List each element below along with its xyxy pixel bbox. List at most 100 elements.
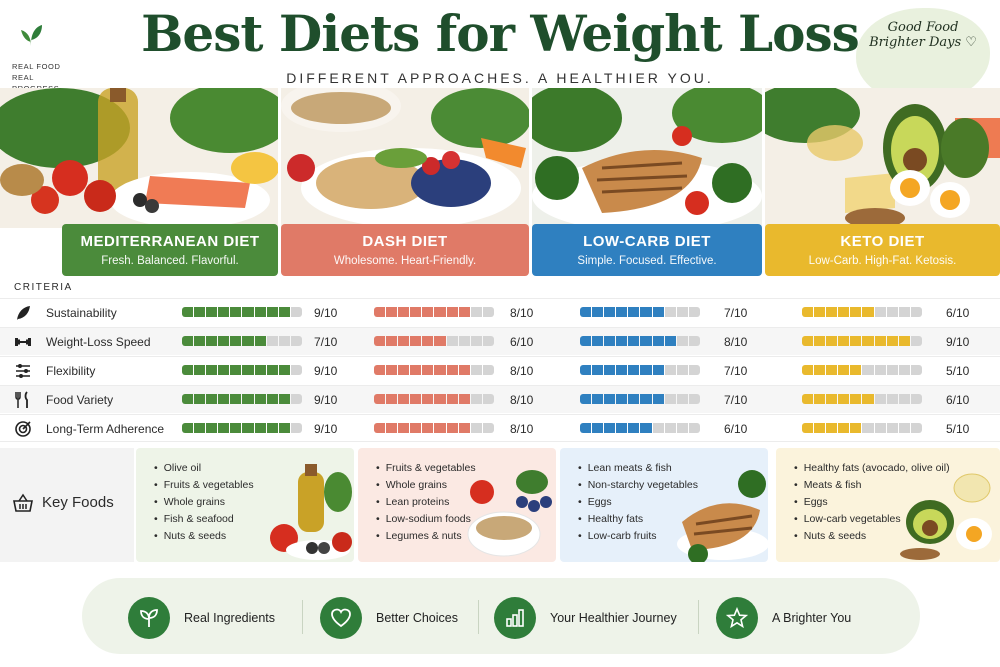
dash-food-image xyxy=(281,88,529,228)
bar-segment xyxy=(218,423,230,433)
key-food-item: Nuts & seeds xyxy=(154,528,254,545)
bar-segment xyxy=(242,307,254,317)
target-icon xyxy=(15,421,31,437)
bar-segment xyxy=(814,365,826,375)
bar-segment xyxy=(398,394,410,404)
bar-segment xyxy=(664,423,676,433)
bar-segment xyxy=(242,423,254,433)
bar-segment xyxy=(230,336,242,346)
bar-segment xyxy=(254,423,266,433)
bar-segment xyxy=(194,336,206,346)
olive-oil-image xyxy=(270,464,352,560)
score-bar-mediterranean xyxy=(182,394,302,404)
bar-segment xyxy=(910,336,922,346)
bar-segment xyxy=(826,336,838,346)
score-value: 8/10 xyxy=(510,393,534,407)
criteria-label: Long-Term Adherence xyxy=(46,422,165,436)
score-value: 6/10 xyxy=(510,335,534,349)
diet-name: LOW-CARB DIET xyxy=(583,233,711,250)
footer-item: Your Healthier Journey xyxy=(494,596,677,640)
bar-segment xyxy=(814,423,826,433)
bar-segment xyxy=(410,365,422,375)
bar-segment xyxy=(676,307,688,317)
bar-segment xyxy=(458,365,470,375)
basket-icon xyxy=(13,493,33,512)
bar-segment xyxy=(826,307,838,317)
badge-text: Good Food Brighter Days ♡ xyxy=(869,20,977,50)
banner-keto: KETO DIET Low-Carb. High-Fat. Ketosis. xyxy=(765,224,1000,276)
score-bar-dash xyxy=(374,423,494,433)
bar-segment xyxy=(470,394,482,404)
bar-segment xyxy=(886,365,898,375)
score-bar-keto xyxy=(802,365,922,375)
score-value: 8/10 xyxy=(510,306,534,320)
bar-segment xyxy=(206,307,218,317)
bar-segment xyxy=(616,423,628,433)
bar-segment xyxy=(242,365,254,375)
bar-segment xyxy=(850,394,862,404)
bar-segment xyxy=(640,423,652,433)
banner-low-carb: LOW-CARB DIET Simple. Focused. Effective… xyxy=(532,224,762,276)
diet-name: KETO DIET xyxy=(840,233,925,250)
score-value: 7/10 xyxy=(724,364,748,378)
bar-segment xyxy=(664,336,676,346)
bar-segment xyxy=(838,423,850,433)
footer-label: Real Ingredients xyxy=(184,611,276,625)
bar-segment xyxy=(182,394,194,404)
diet-tagline: Low-Carb. High-Fat. Ketosis. xyxy=(808,255,957,267)
score-value: 8/10 xyxy=(510,422,534,436)
score-value: 5/10 xyxy=(946,364,970,378)
leaf-logo-icon xyxy=(21,25,42,46)
bar-segment xyxy=(592,307,604,317)
footer-label: Better Choices xyxy=(376,611,458,625)
bar-segment xyxy=(290,423,302,433)
bar-segment xyxy=(290,365,302,375)
bar-segment xyxy=(664,394,676,404)
bar-segment xyxy=(242,394,254,404)
bar-segment xyxy=(218,394,230,404)
bar-segment xyxy=(218,365,230,375)
bar-segment xyxy=(910,394,922,404)
bar-segment xyxy=(862,336,874,346)
bar-segment xyxy=(910,423,922,433)
bar-segment xyxy=(434,423,446,433)
bar-segment xyxy=(592,394,604,404)
bar-segment xyxy=(482,423,494,433)
bar-segment xyxy=(886,394,898,404)
score-bar-lowcarb xyxy=(580,394,700,404)
bar-segment xyxy=(850,336,862,346)
bar-segment xyxy=(676,365,688,375)
bar-segment xyxy=(616,394,628,404)
bar-segment xyxy=(826,394,838,404)
bar-segment xyxy=(886,423,898,433)
bar-segment xyxy=(374,394,386,404)
bar-segment xyxy=(862,365,874,375)
score-value: 6/10 xyxy=(946,306,970,320)
score-value: 9/10 xyxy=(314,306,338,320)
bar-segment xyxy=(802,336,814,346)
key-food-item: Lean meats & fish xyxy=(578,460,698,477)
key-food-item: Healthy fats xyxy=(578,511,698,528)
bar-segment xyxy=(652,423,664,433)
bar-segment xyxy=(838,336,850,346)
key-food-item: Healthy fats (avocado, olive oil) xyxy=(794,460,950,477)
banner-mediterranean: MEDITERRANEAN DIET Fresh. Balanced. Flav… xyxy=(62,224,278,276)
bar-segment xyxy=(242,336,254,346)
bar-segment xyxy=(470,423,482,433)
low-carb-food-image xyxy=(532,88,762,228)
bar-segment xyxy=(278,336,290,346)
score-value: 8/10 xyxy=(510,364,534,378)
bar-segment xyxy=(838,365,850,375)
footer-label: A Brighter You xyxy=(772,611,852,625)
bar-segment xyxy=(580,365,592,375)
bar-segment xyxy=(652,394,664,404)
bar-segment xyxy=(290,336,302,346)
score-bar-dash xyxy=(374,307,494,317)
bar-segment xyxy=(458,307,470,317)
score-bar-dash xyxy=(374,394,494,404)
bar-segment xyxy=(814,336,826,346)
key-food-item: Eggs xyxy=(578,494,698,511)
bar-segment xyxy=(386,336,398,346)
bar-segment xyxy=(434,365,446,375)
bar-segment xyxy=(628,423,640,433)
